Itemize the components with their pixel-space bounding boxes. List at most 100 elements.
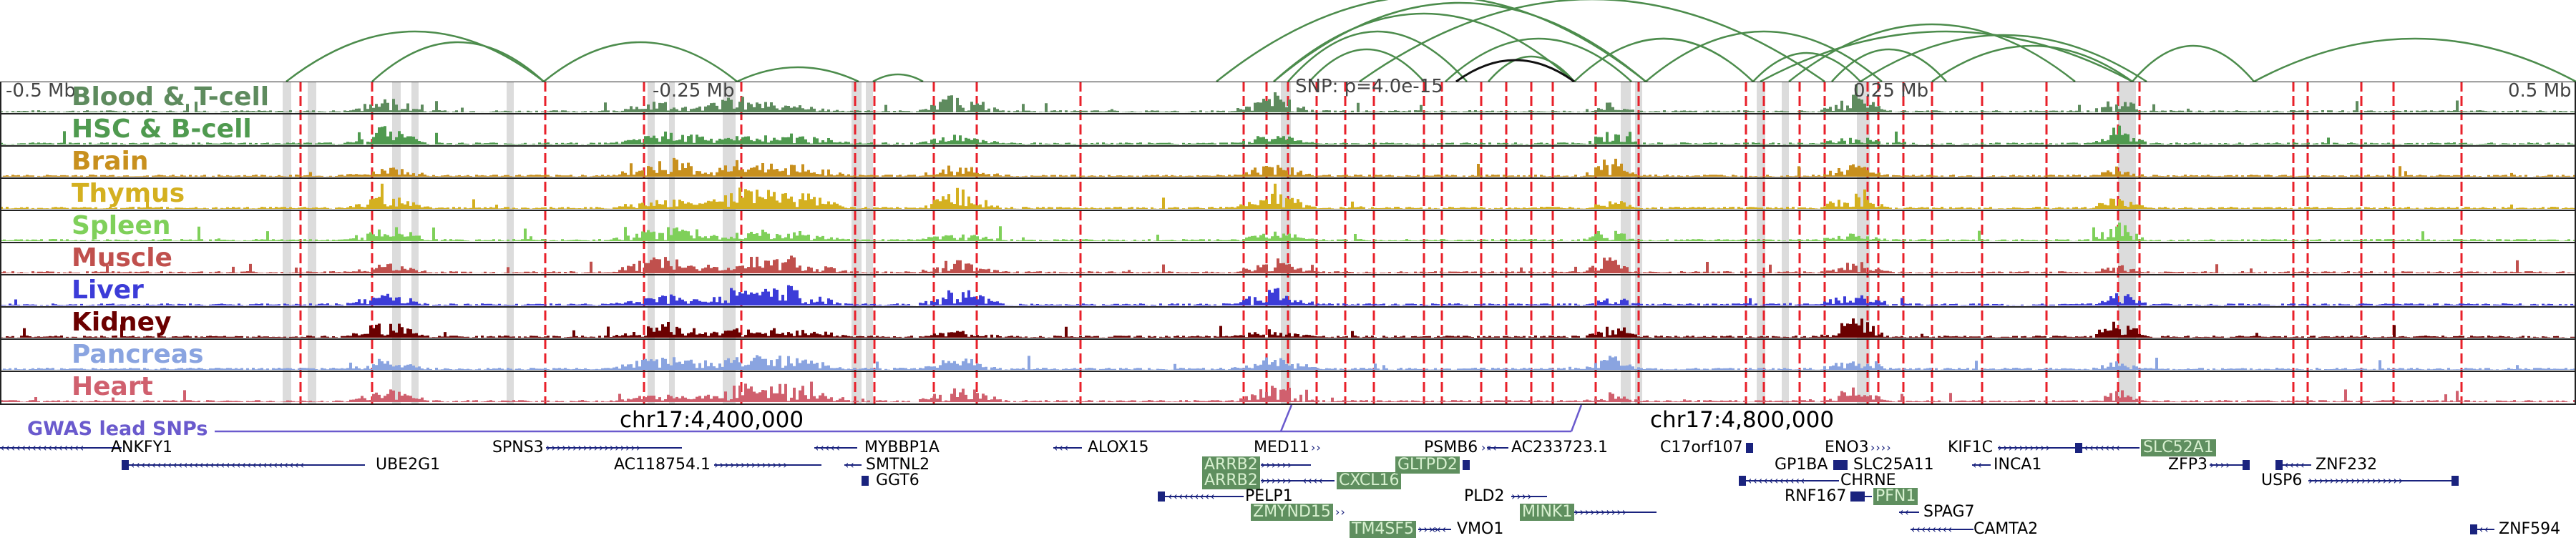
gene-pld2[interactable]: PLD2 ›››› (1464, 488, 1557, 505)
track-label-brain: Brain (72, 147, 149, 176)
gene-ac233723-1[interactable]: ‹‹ AC233723.1 (1487, 439, 1608, 456)
gene-label: CXCL16 (1337, 472, 1402, 489)
gene-spns3[interactable]: SPNS3 ›››››››››››››››››› (492, 439, 693, 456)
gene-ggt6[interactable]: GGT6 (862, 472, 933, 489)
gene-label: ENO3 (1825, 439, 1869, 456)
gene-label: MYBBP1A (864, 439, 940, 456)
gene-inca1[interactable]: ‹‹ INCA1 (1972, 456, 2042, 474)
track-label-kidney: Kidney (72, 308, 172, 337)
gene-mybbp1a[interactable]: ‹‹‹‹‹ MYBBP1A (814, 439, 940, 456)
chromatin-loop-arc (1216, 0, 1646, 82)
position-label-left: chr17:4,400,000 (620, 407, 804, 433)
track-signal (0, 125, 2576, 145)
gene-zmynd15[interactable]: ZMYND15 ›› (1251, 504, 1365, 521)
gene-pfn1[interactable]: PFN1 (1858, 488, 1929, 505)
gene-eno3[interactable]: ENO3 ›››› (1825, 439, 1892, 456)
track-signal (0, 222, 2576, 241)
gene-pelp1[interactable]: ‹‹‹‹‹‹‹‹‹ PELP1 (1158, 488, 1301, 505)
track-signal (0, 318, 2576, 338)
gene-label: KIF1C (1948, 439, 1993, 456)
gene-label: ZFP3 (2168, 456, 2207, 474)
chromatin-loop-arc (1831, 48, 1947, 82)
chromatin-loop-arc (1445, 37, 1632, 82)
chromatin-loop-arc (1752, 52, 1861, 82)
chromatin-loop-arc (2253, 37, 2576, 82)
gene-label: PFN1 (1873, 488, 1918, 505)
gene-label: UBE2G1 (376, 456, 441, 474)
gene-arrb2-a[interactable]: ARRB2 ›››››› (1202, 456, 1324, 474)
chromatin-loop-arc (1287, 30, 1468, 82)
chromatin-loop-arc (286, 30, 545, 82)
gene-rnf167[interactable]: RNF167 (1785, 488, 1885, 505)
chromatin-loop-arc (2132, 44, 2255, 82)
gene-label: PLD2 (1464, 487, 1505, 505)
gene-label: SPNS3 (492, 439, 544, 456)
gene-gp1ba[interactable]: GP1BA (1775, 456, 1860, 474)
gene-kif1c[interactable]: KIF1C ›››››››››› (1948, 439, 2084, 456)
gene-smtnl2[interactable]: ‹‹ SMTNL2 (844, 456, 930, 474)
gene-znf594[interactable]: ‹‹ ZNF594 (2470, 521, 2576, 538)
gene-slc52a1[interactable]: ‹‹‹‹‹‹‹ SLC52A1 (2075, 439, 2240, 456)
track-signal (0, 84, 2576, 112)
gene-label: AC233723.1 (1511, 439, 1608, 456)
gene-mink1[interactable]: MINK1 ›››››››››› (1520, 504, 1663, 521)
track-signal (0, 381, 2576, 402)
track-signal (0, 355, 2576, 370)
gene-arrb2-b[interactable]: ARRB2 ›››››› (1202, 472, 1324, 489)
gene-c17orf107[interactable]: C17orf107 (1660, 439, 1767, 456)
gene-label: MED11 (1254, 439, 1309, 456)
gene-label: SPAG7 (1923, 503, 1975, 521)
gene-ac118754-1[interactable]: AC118754.1 ›››››››››››››› (614, 456, 829, 474)
chromatin-loop-arc (1788, 23, 2076, 82)
gene-label: ARRB2 (1202, 456, 1260, 474)
coord-mid-right: 0.25 Mb (1853, 80, 1929, 102)
chromatin-loop-arc (1860, 34, 2147, 82)
gene-label: ANKFY1 (111, 439, 173, 456)
gene-camta2[interactable]: ‹‹‹‹‹‹‹‹ CAMTA2 (1911, 520, 2039, 538)
gene-alox15[interactable]: ‹‹‹ ALOX15 (1053, 439, 1149, 456)
gene-zfp3[interactable]: ZFP3 ›››› (2168, 456, 2261, 474)
coord-left: -0.5 Mb (6, 80, 76, 102)
track-signal (0, 255, 2576, 273)
gene-vmo1[interactable]: ‹‹‹ VMO1 (1431, 520, 1504, 538)
chromatin-loop-arc (1488, 55, 1575, 82)
gene-label: GP1BA (1775, 456, 1828, 474)
track-label-liver: Liver (72, 275, 144, 305)
gene-psmb6[interactable]: PSMB6 ›› (1424, 439, 1492, 456)
track-label-muscle: Muscle (72, 243, 172, 273)
gene-label: C17orf107 (1660, 439, 1743, 456)
gene-label: TM4SF5 (1350, 521, 1417, 538)
gene-znf232[interactable]: ‹‹‹‹ ZNF232 (2275, 456, 2419, 474)
gene-spag7[interactable]: ‹‹ SPAG7 (1899, 503, 1975, 521)
gene-gltpd2[interactable]: GLTPD2 (1395, 456, 1481, 474)
gene-label: ZMYND15 (1251, 504, 1333, 521)
gene-usp6[interactable]: USP6 ›››››››››››››››››› (2261, 472, 2462, 489)
track-label-spleen: Spleen (72, 211, 171, 240)
gene-label: ALOX15 (1088, 439, 1149, 456)
track-label-heart: Heart (72, 372, 153, 401)
gene-chrne[interactable]: ‹‹‹‹‹‹‹‹‹‹‹ CHRNE (1739, 472, 1911, 489)
chromatin-loop-arc (543, 41, 738, 82)
track-signal (0, 157, 2576, 177)
position-label-right: chr17:4,800,000 (1650, 407, 1835, 433)
track-label-thymus: Thymus (72, 179, 185, 208)
chromatin-loop-arc (1309, 48, 1425, 82)
gene-label: ARRB2 (1202, 472, 1260, 489)
track-label-pancreas: Pancreas (72, 340, 204, 369)
gene-ankfy1[interactable]: ‹‹‹‹‹‹‹‹‹‹‹‹‹‹‹‹ ANKFY1 (0, 439, 173, 456)
gene-label: AC118754.1 (614, 456, 711, 474)
gene-ube2g1[interactable]: ‹‹‹‹‹‹‹‹‹‹‹‹‹‹‹‹‹‹‹‹‹‹‹‹‹‹‹‹‹‹‹‹‹ UBE2G1 (122, 456, 465, 474)
gene-label: GLTPD2 (1395, 456, 1460, 474)
chromatin-loop-arcs (286, 0, 2576, 82)
gwas-lead-snps-label: GWAS lead SNPs (27, 418, 208, 440)
signal-tracks (0, 82, 2576, 405)
gene-label: SMTNL2 (866, 456, 930, 474)
gene-slc25a11[interactable]: SLC25A11 (1840, 456, 1941, 474)
gene-cxcl16[interactable]: ‹‹‹‹ CXCL16 (1302, 472, 1410, 489)
snp-pvalue: SNP: p=4.0e-15 (1295, 76, 1443, 97)
gene-med11[interactable]: MED11 ›› (1254, 439, 1322, 456)
chromatin-loop-arc-highlight (1455, 59, 1575, 82)
gene-tm4sf5[interactable]: TM4SF5 ›››› (1350, 521, 1457, 538)
chromatin-loop-arc (1273, 12, 1575, 82)
